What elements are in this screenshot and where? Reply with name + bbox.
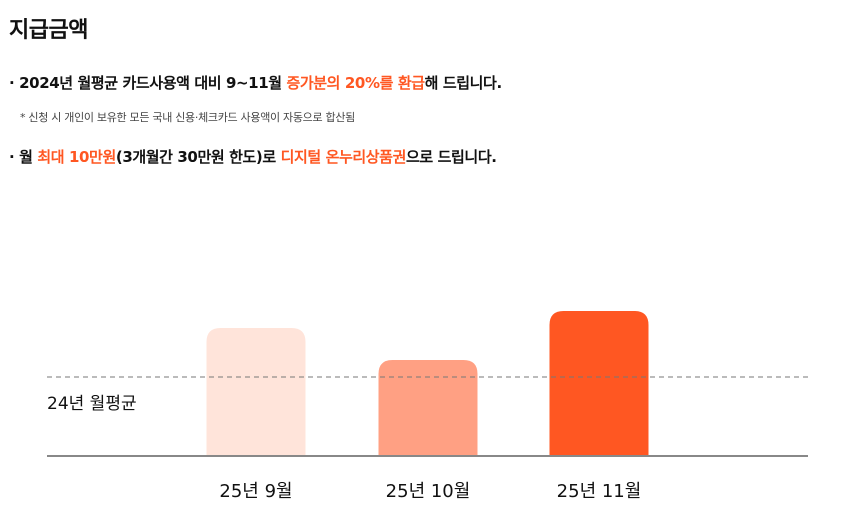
limit-text: (3개월간 30만원 한도)로: [115, 148, 281, 166]
reference-line-label: 24년 월평균: [47, 394, 137, 414]
refund-rate-line: · 2024년 월평균 카드사용액 대비 9~11월 증가분의 20%를 환급해…: [9, 72, 502, 93]
footnote: * 신청 시 개인이 보유한 모든 국내 신용·체크카드 사용액이 자동으로 합…: [20, 111, 355, 124]
max-amount-highlight: 최대 10만원: [37, 148, 116, 166]
bar-2: [378, 360, 478, 456]
page-title: 지급금액: [9, 18, 88, 43]
bar-1: [206, 328, 306, 456]
bullet: ·: [9, 148, 20, 166]
voucher-highlight: 디지털 온누리상품권: [280, 148, 407, 166]
bar-chart: 25년 9월 25년 10월 25년 11월 24년 월평균: [47, 311, 808, 502]
x-tick-label: 25년 10월: [386, 481, 471, 502]
bullet: ·: [9, 74, 20, 92]
refund-rate-suffix: 해 드립니다.: [424, 74, 503, 92]
payment-suffix: 으로 드립니다.: [406, 148, 497, 166]
payment-limit-text: 월: [19, 148, 38, 166]
x-tick-label: 25년 9월: [219, 481, 292, 502]
payment-limit-line: · 월 최대 10만원(3개월간 30만원 한도)로 디지털 온누리상품권으로 …: [9, 146, 497, 167]
refund-rate-text: 2024년 월평균 카드사용액 대비 9~11월: [19, 74, 287, 92]
x-tick-label: 25년 11월: [557, 481, 642, 502]
bar-3: [549, 311, 649, 456]
refund-rate-highlight: 증가분의 20%를 환급: [286, 74, 425, 92]
